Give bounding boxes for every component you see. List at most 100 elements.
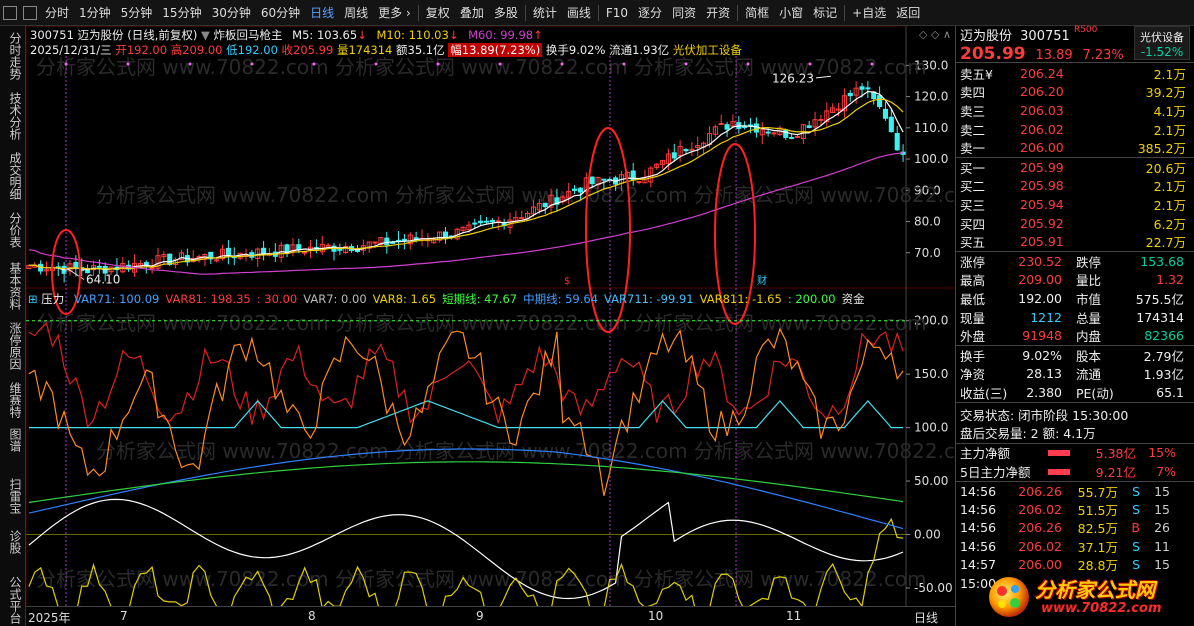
order-row[interactable]: 卖四 206.20 39.2万 [956,83,1194,102]
left-tab[interactable]: 公式平台 [8,576,22,624]
tick-row: 14:56 206.26 82.5万 B 26 [956,519,1194,537]
mid-term-line [28,448,904,530]
order-row[interactable]: 卖一 206.00 385.2万 [956,138,1194,157]
order-price: 205.92 [1020,215,1064,231]
toolbar-button[interactable]: 15分钟 [162,5,202,20]
toolbar-button[interactable]: 开资 [706,5,731,20]
toolbar-button[interactable]: 逐分 [638,5,663,20]
toolbar-button[interactable]: 60分钟 [260,5,301,20]
toolbar-button[interactable]: 复权 [425,5,450,20]
indicator-toggle-icon[interactable]: ⊞ [28,292,38,306]
left-tab[interactable]: 分时走势 [8,32,22,80]
kline-chart[interactable]: 130.0 120.0 110.0 100.0 90.0 80.0 70.0 200.0 150… [26,26,955,608]
stat-label: 最高 [960,273,986,289]
toolbar-button[interactable]: 小窗 [779,5,804,20]
buy-book: 买一 205.99 20.6万 买二 205.98 2.1万 买三 205.94 2.1万 买四 2… [956,158,1194,252]
high-pointer [815,75,832,79]
date-axis: 2025年 7 8 9 10 11 日线 [26,606,955,626]
price-pct: 7.23% [1082,48,1124,63]
order-label: 买三 [960,197,986,213]
candle-body [742,125,748,128]
candle-body [73,262,79,269]
toolbar-button[interactable]: +自选 [852,5,887,20]
candle-body [577,188,583,193]
price-axis-label: 80.0 [914,215,941,229]
order-volume: 39.2万 [1145,85,1186,101]
left-tab[interactable]: 成交明细 [8,152,22,200]
toolbar-button[interactable]: 日线 [310,5,335,20]
toolbar-button[interactable]: F10 [605,5,629,20]
left-tab[interactable]: 分价表 [8,212,22,248]
candle-body [783,129,789,138]
order-row[interactable]: 买一 205.99 20.6万 [956,158,1194,177]
short-line [28,461,904,503]
toolbar-button[interactable]: 标记 [813,5,838,20]
toolbar-button[interactable]: 1分钟 [79,5,111,20]
menu-icon[interactable] [3,5,17,20]
candle-body [665,153,671,165]
order-row[interactable]: 买五 205.91 22.7万 [956,232,1194,251]
left-tab[interactable]: 涨停原因 [8,322,22,370]
tick-count: 26 [1154,520,1170,536]
signal-dot [746,62,750,66]
order-row[interactable]: 卖五¥ 206.24 2.1万 [956,64,1194,83]
candle-body [407,234,413,245]
toolbar-button[interactable]: 叠加 [459,5,484,20]
chart-controls[interactable]: ◇ ◇ ∧ [919,28,951,41]
chart-area[interactable]: 130.0 120.0 110.0 100.0 90.0 80.0 70.0 200.0 150… [26,26,955,608]
fund-label: 换手 [960,348,986,364]
candle-body [261,247,267,255]
stat-value: 1.32 [1156,272,1184,288]
toolbar-button[interactable]: 简框 [745,5,770,20]
candle-body [654,163,660,168]
left-tab[interactable]: 扫雷宝 [8,478,22,514]
left-tab[interactable]: 维赛特 [8,382,22,418]
left-tab[interactable]: 技术分析 [8,92,22,140]
toolbar-separator [737,4,739,21]
order-row[interactable]: 买四 205.92 6.2万 [956,214,1194,233]
toolbar-button[interactable]: 画线 [566,5,591,20]
stat-value: 230.52 [1018,253,1062,269]
stat-value: 192.00 [1018,290,1062,306]
toolbar-button[interactable]: 返回 [896,5,921,20]
tick-side: S [1132,538,1140,554]
sector-box[interactable]: 光伏设备 -1.52% [1134,26,1190,60]
candle-body [794,135,801,138]
candle-body [601,178,607,181]
candle-body [167,253,173,265]
watermark: 分析家公式网 www.70822.com 分析家公式网 www.70822.co… [36,567,927,591]
toolbar-button[interactable]: 多股 [493,5,518,20]
toolbar-button[interactable]: 统计 [532,5,557,20]
left-tab[interactable]: 图谱 [8,428,22,452]
candle-body [302,251,308,254]
price-axis-label: 110.0 [914,121,948,135]
tick-list[interactable]: 14:56 206.26 55.7万 S 15 14:56 206.02 51.5万 S 15 14… [956,482,1194,592]
left-tab[interactable]: 诊股 [8,530,22,554]
order-row[interactable]: 卖二 206.02 2.1万 [956,120,1194,139]
toolbar-button[interactable]: 5分钟 [120,5,153,20]
toolbar-button[interactable]: 更多 › [378,5,411,20]
order-row[interactable]: 买三 205.94 2.1万 [956,195,1194,214]
indicator-axis-label: 100.0 [914,421,948,435]
logo-text: 分析家公式网 [1035,578,1155,602]
toolbar-button[interactable]: 同资 [672,5,697,20]
candle-body [472,222,478,225]
signal-dot [374,62,378,66]
var81-line [28,322,904,429]
tick-row: 14:56 206.26 55.7万 S 15 [956,482,1194,500]
candle-body [67,263,73,272]
indicator-axis-label: -50.00 [914,581,953,595]
toolbar-button[interactable]: 30分钟 [211,5,251,20]
grid-icon[interactable] [23,5,37,20]
tick-row: 15:00 [956,574,1194,592]
toolbar-button[interactable]: 周线 [344,5,369,20]
order-row[interactable]: 买二 205.98 2.1万 [956,177,1194,196]
candle-body [460,226,466,231]
order-row[interactable]: 卖三 206.03 4.1万 [956,101,1194,120]
highlight-ellipse [51,229,81,315]
toolbar-button[interactable]: 分时 [45,5,70,20]
candle-body [548,194,554,208]
candle-body [413,237,419,240]
candle-body [712,126,718,135]
left-tab[interactable]: 基本资料 [8,262,22,310]
